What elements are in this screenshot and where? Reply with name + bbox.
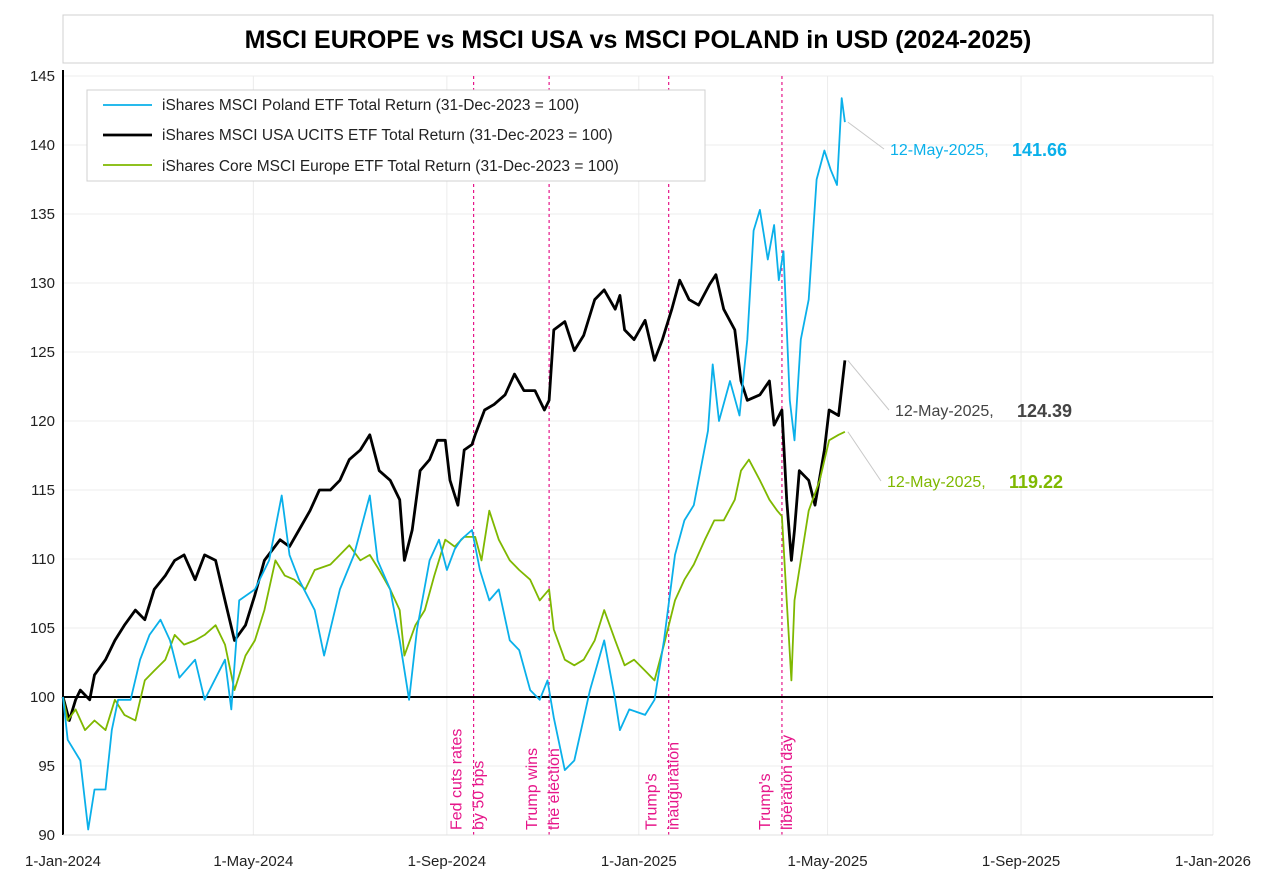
- x-tick-label: 1-Jan-2026: [1175, 853, 1251, 870]
- y-tick-label: 110: [31, 551, 55, 568]
- end-label-leader: [847, 431, 882, 482]
- y-tick-label: 125: [30, 344, 55, 361]
- event-annotation-label: liberation day: [779, 735, 796, 830]
- event-annotation-label: Fed cuts rates: [449, 729, 466, 830]
- event-annotation-label: inauguration: [666, 742, 683, 830]
- grid: [62, 75, 1214, 836]
- y-tick-label: 140: [30, 137, 55, 154]
- end-label-value: 124.39: [1017, 401, 1072, 421]
- axes: 90 95 100 105 110 115 120 125 130 135 140 145 1-Jan-…: [25, 68, 1251, 870]
- series-line-usa: [61, 273, 847, 722]
- end-label-value: 141.66: [1012, 140, 1067, 160]
- legend-label-usa: iShares MSCI USA UCITS ETF Total Return …: [162, 127, 613, 144]
- y-tick-label: 95: [38, 758, 55, 775]
- end-label-date: 12-May-2025,: [895, 403, 994, 420]
- event-annotation-label: Trump's: [757, 773, 774, 830]
- y-tick-label: 105: [30, 620, 55, 637]
- chart-title: MSCI EUROPE vs MSCI USA vs MSCI POLAND i…: [245, 26, 1032, 54]
- event-annotation-label: the election: [546, 748, 563, 830]
- event-annotation-label: by 50 bps: [471, 761, 488, 830]
- end-label-leader: [847, 121, 885, 150]
- y-tick-label: 145: [30, 68, 55, 85]
- x-tick-label: 1-Jan-2024: [25, 853, 101, 870]
- y-tick-label: 120: [30, 413, 55, 430]
- series-line-poland: [62, 97, 846, 831]
- x-tick-label: 1-May-2024: [213, 853, 293, 870]
- series-line-europe: [62, 430, 846, 731]
- end-labels: 12-May-2025, 141.66 12-May-2025, 124.39 12-M…: [847, 121, 1072, 492]
- y-tick-label: 135: [30, 206, 55, 223]
- title-box: [62, 14, 1214, 64]
- x-tick-label: 1-Sep-2025: [982, 853, 1060, 870]
- legend-label-poland: iShares MSCI Poland ETF Total Return (31…: [162, 97, 579, 114]
- y-tick-label: 115: [31, 482, 55, 499]
- y-tick-label: 130: [30, 275, 55, 292]
- y-tick-label: 90: [38, 827, 55, 844]
- end-label-date: 12-May-2025,: [890, 142, 989, 159]
- legend: iShares MSCI Poland ETF Total Return (31…: [86, 89, 706, 182]
- x-tick-label: 1-Jan-2025: [601, 853, 677, 870]
- end-label-value: 119.22: [1009, 472, 1063, 492]
- event-annotation-label: Trump's: [644, 773, 661, 830]
- y-tick-label: 100: [30, 689, 55, 706]
- event-annotation-label: Trump wins: [524, 748, 541, 830]
- annotations: Fed cuts rates by 50 bps Trump wins the ele…: [449, 76, 796, 835]
- end-label-leader: [847, 360, 890, 411]
- legend-label-europe: iShares Core MSCI Europe ETF Total Retur…: [162, 158, 619, 175]
- end-label-date: 12-May-2025,: [887, 474, 986, 491]
- x-tick-label: 1-Sep-2024: [408, 853, 486, 870]
- x-tick-label: 1-May-2025: [788, 853, 868, 870]
- series-group: [61, 97, 847, 831]
